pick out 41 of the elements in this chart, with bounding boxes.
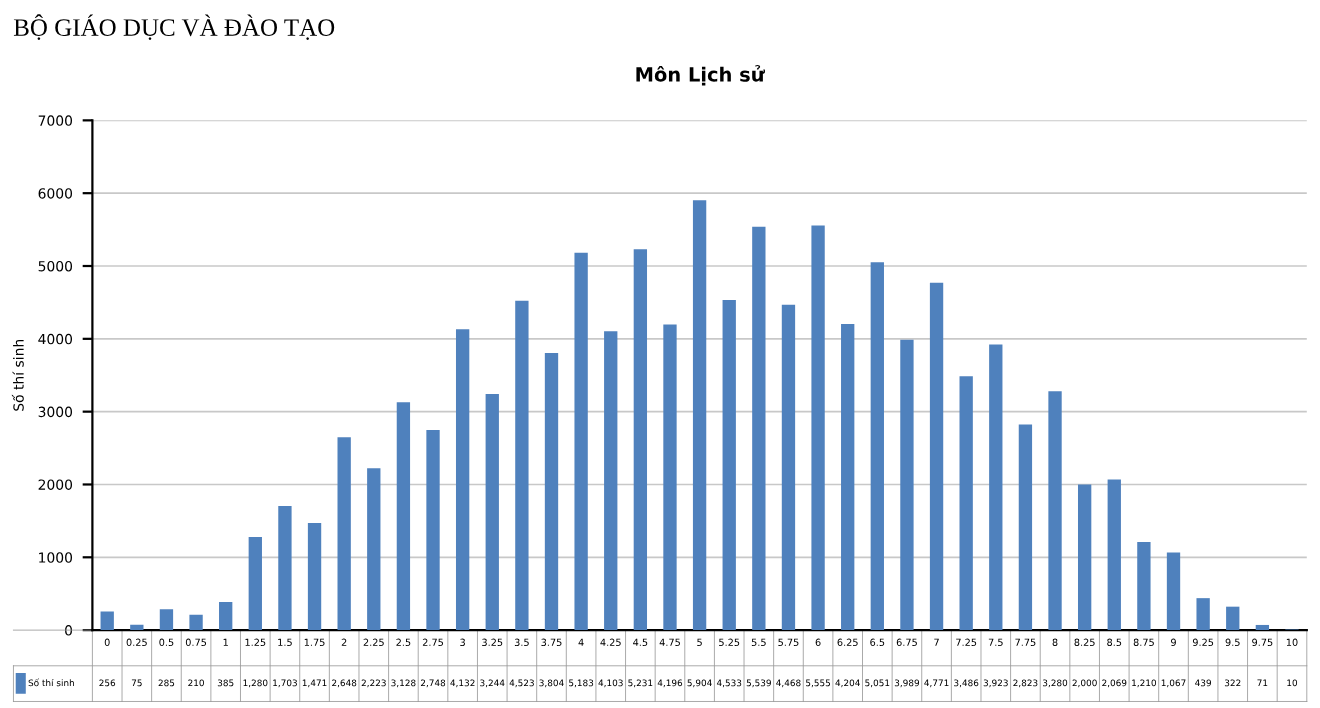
bar: [929, 282, 944, 631]
bar: [959, 376, 973, 631]
bar: [1077, 484, 1092, 631]
bar: [692, 200, 707, 631]
bar: [544, 353, 559, 631]
bar: [1196, 598, 1210, 631]
bar: [396, 402, 411, 631]
bar: [1255, 624, 1270, 631]
bar: [248, 536, 262, 631]
bar: [604, 331, 618, 631]
bar: [663, 324, 677, 631]
bar: [515, 300, 529, 631]
text: BỘ GIÁO DỤC VÀ ĐÀO TẠO: [13, 14, 335, 40]
bar: [574, 252, 588, 631]
bar: [752, 226, 766, 631]
bar: [811, 225, 825, 631]
bar: [159, 609, 174, 631]
bar: [1166, 552, 1181, 631]
bar: [1137, 542, 1151, 631]
bar: [219, 602, 233, 631]
bar: [307, 523, 322, 631]
bar: [189, 614, 203, 631]
bar: [1107, 479, 1121, 631]
bar: [426, 430, 440, 631]
bar: [781, 304, 796, 631]
chart-title: Môn Lịch sử: [636, 65, 765, 86]
bar: [337, 437, 351, 631]
bar: [100, 611, 114, 631]
bar: [870, 262, 884, 631]
bar: [841, 323, 855, 631]
bar: [367, 468, 381, 631]
bar: [1018, 424, 1033, 631]
bar: [455, 329, 470, 631]
bar: [1048, 391, 1062, 631]
bar: [1226, 606, 1240, 631]
bar: [989, 344, 1003, 631]
bar: [485, 393, 499, 631]
bar: [633, 249, 648, 631]
bar: [900, 339, 914, 631]
bar: [278, 506, 292, 631]
bar: [722, 300, 736, 631]
